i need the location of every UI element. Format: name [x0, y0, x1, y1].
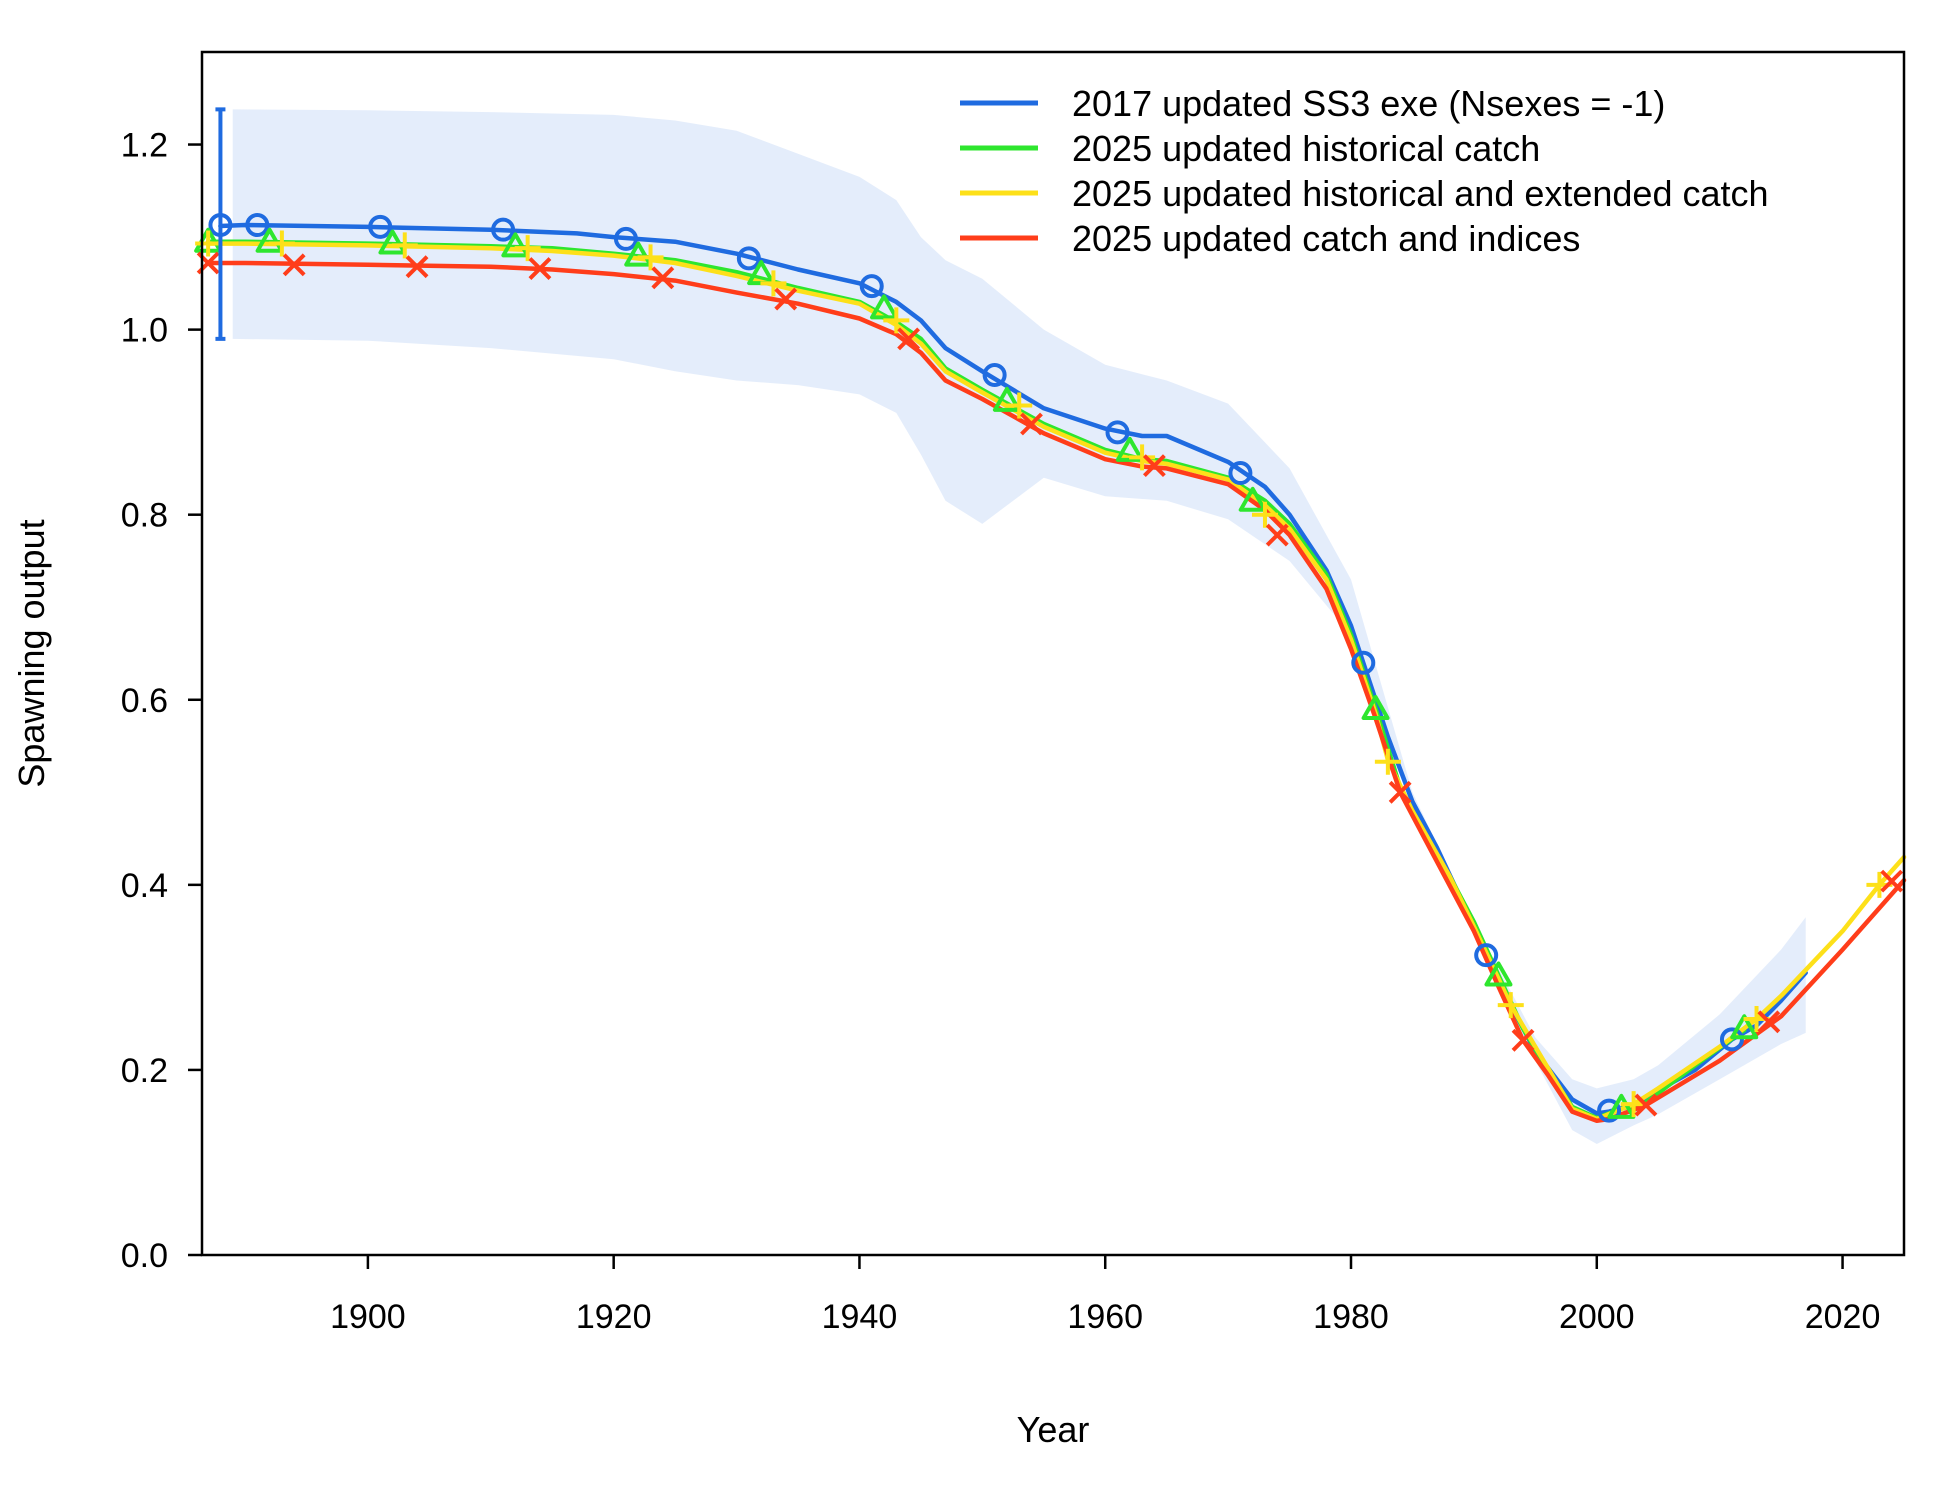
y-tick-label: 0.6	[121, 682, 168, 720]
marker-series-3	[1388, 780, 1412, 804]
marker-series-1	[624, 241, 653, 267]
y-tick-label: 0.8	[121, 497, 168, 535]
marker-series-0	[491, 217, 516, 242]
marker-series-2	[391, 232, 418, 259]
marker-series-1	[501, 232, 530, 258]
x-tick-label: 1960	[1067, 1298, 1143, 1336]
x-tick-label: 1920	[576, 1298, 652, 1336]
x-tick-label: 1980	[1313, 1298, 1389, 1336]
marker-series-1	[1238, 486, 1267, 512]
marker-series-0	[368, 214, 393, 239]
marker-series-2	[760, 270, 787, 297]
marker-series-0	[859, 274, 884, 299]
marker-series-3	[528, 257, 552, 280]
y-tick-label: 0.4	[121, 867, 168, 905]
uncertainty-band-group	[232, 109, 1806, 1144]
legend-label-3: 2025 updated catch and indices	[1072, 218, 1580, 259]
uncertainty-band-0	[232, 109, 1806, 1144]
marker-series-1	[378, 229, 407, 255]
marker-series-0	[982, 362, 1007, 387]
x-tick-label: 2000	[1559, 1298, 1635, 1336]
marker-series-3	[1511, 1028, 1535, 1052]
series-markers-group	[194, 213, 1904, 1123]
marker-series-2	[195, 230, 222, 257]
marker-series-2	[514, 235, 541, 262]
marker-series-1	[1361, 695, 1390, 721]
marker-series-3	[774, 287, 798, 311]
legend-label-0: 2017 updated SS3 exe (Nsexes = -1)	[1072, 83, 1665, 124]
y-axis: 0.0 0.2 0.4 0.6 0.8 1.0 1.2	[121, 127, 202, 1275]
plot-frame	[200, 50, 1906, 1257]
x-tick-label: 2020	[1805, 1298, 1881, 1336]
marker-series-1	[1484, 961, 1513, 987]
marker-series-3	[282, 253, 306, 277]
marker-series-0	[736, 246, 761, 271]
legend-label-1: 2025 updated historical catch	[1072, 128, 1540, 169]
marker-series-3	[651, 266, 675, 290]
marker-series-1	[992, 386, 1021, 412]
marker-series-2	[1006, 392, 1033, 419]
marker-series-0	[1719, 1027, 1744, 1052]
marker-series-0	[1351, 650, 1376, 675]
marker-series-0	[1474, 943, 1499, 968]
marker-series-0	[1597, 1098, 1622, 1123]
y-tick-label: 1.0	[121, 312, 168, 350]
y-axis-title: Spawning output	[11, 519, 52, 787]
marker-series-2	[268, 230, 295, 257]
marker-series-0	[1228, 461, 1253, 486]
marker-series-3	[897, 327, 921, 351]
legend-label-2: 2025 updated historical and extended cat…	[1072, 173, 1769, 214]
y-tick-label: 0.2	[121, 1052, 168, 1090]
marker-series-2	[1374, 748, 1401, 775]
marker-series-3	[1142, 454, 1166, 478]
legend: 2017 updated SS3 exe (Nsexes = -1)2025 u…	[960, 83, 1769, 259]
x-axis: 1900 1920 1940 1960 1980 2000 2020	[330, 1255, 1880, 1336]
marker-series-3	[1757, 1010, 1781, 1034]
marker-series-2	[1497, 992, 1524, 1019]
y-tick-label: 0.0	[121, 1237, 168, 1275]
marker-series-3	[1634, 1093, 1658, 1117]
marker-series-1	[255, 227, 284, 253]
marker-series-0	[245, 213, 270, 238]
marker-series-1	[1607, 1093, 1636, 1119]
series-line-2	[205, 241, 1907, 1122]
marker-series-2	[637, 244, 664, 271]
x-axis-title: Year	[1017, 1409, 1090, 1450]
marker-series-1	[870, 294, 899, 320]
marker-series-2	[1251, 501, 1278, 528]
marker-series-3	[1020, 412, 1043, 436]
marker-series-3	[1880, 869, 1904, 893]
start-error-bar-group	[215, 107, 226, 341]
marker-series-1	[1730, 1014, 1759, 1040]
marker-series-0	[1105, 420, 1130, 445]
x-tick-label: 1900	[330, 1298, 406, 1336]
marker-series-1	[1115, 436, 1144, 462]
x-tick-label: 1940	[822, 1298, 898, 1336]
marker-series-3	[405, 255, 429, 279]
marker-series-0	[613, 226, 638, 251]
y-tick-label: 1.2	[121, 127, 168, 165]
marker-series-2	[1129, 444, 1156, 471]
marker-series-3	[1265, 523, 1289, 547]
marker-series-2	[883, 307, 910, 334]
